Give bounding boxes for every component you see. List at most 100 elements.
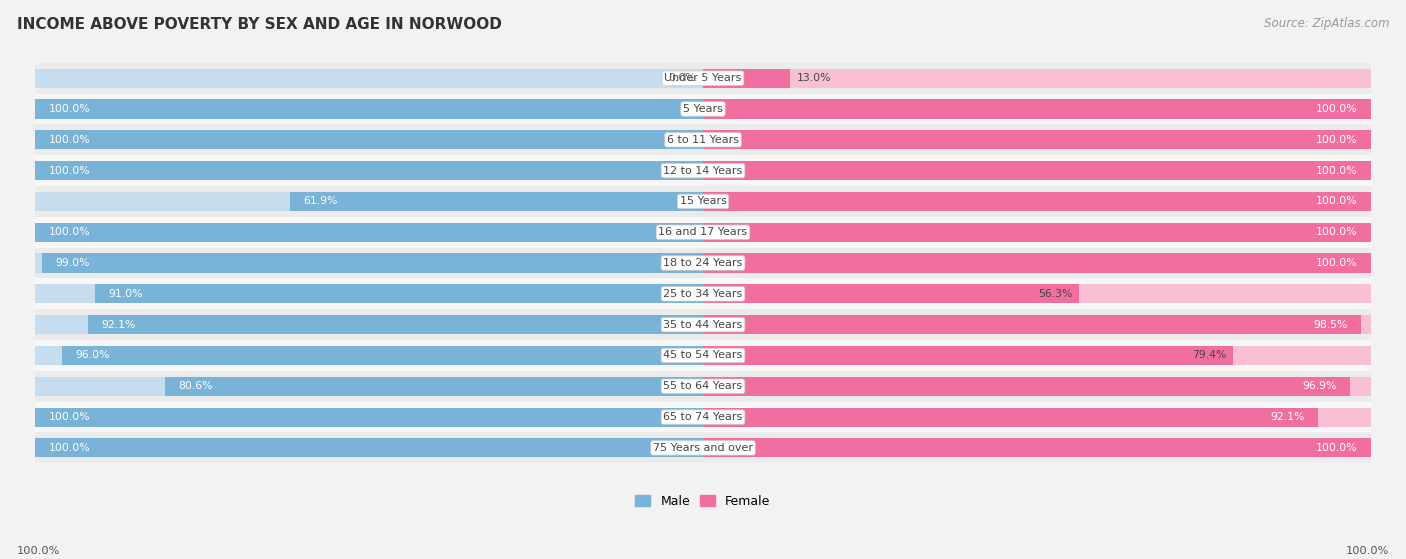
Bar [35, 69, 703, 88]
Bar [35, 309, 1371, 340]
Bar [35, 130, 703, 149]
Text: 25 to 34 Years: 25 to 34 Years [664, 289, 742, 299]
Text: 100.0%: 100.0% [1316, 443, 1358, 453]
Text: 100.0%: 100.0% [1316, 196, 1358, 206]
Bar [290, 192, 703, 211]
Bar [35, 408, 703, 427]
Text: 65 to 74 Years: 65 to 74 Years [664, 412, 742, 422]
Bar [703, 346, 1233, 365]
Text: 100.0%: 100.0% [48, 135, 90, 145]
Bar [703, 285, 1078, 304]
Bar [703, 285, 1371, 304]
Text: 6 to 11 Years: 6 to 11 Years [666, 135, 740, 145]
Bar [703, 130, 1371, 149]
Bar [87, 315, 703, 334]
Bar [35, 155, 1371, 186]
Bar [35, 285, 703, 304]
Bar [35, 438, 703, 457]
Bar [703, 222, 1371, 242]
Text: 35 to 44 Years: 35 to 44 Years [664, 320, 742, 330]
Bar [165, 377, 703, 396]
Bar [62, 346, 703, 365]
Text: 18 to 24 Years: 18 to 24 Years [664, 258, 742, 268]
Bar [35, 130, 703, 149]
Text: 91.0%: 91.0% [108, 289, 143, 299]
Text: 55 to 64 Years: 55 to 64 Years [664, 381, 742, 391]
Bar [35, 248, 1371, 278]
Bar [35, 100, 703, 119]
Text: 100.0%: 100.0% [48, 227, 90, 237]
Text: 92.1%: 92.1% [1271, 412, 1305, 422]
Text: 100.0%: 100.0% [48, 104, 90, 114]
Bar [703, 377, 1350, 396]
Bar [703, 253, 1371, 273]
Text: 100.0%: 100.0% [48, 412, 90, 422]
Bar [35, 433, 1371, 463]
Bar [703, 100, 1371, 119]
Bar [703, 438, 1371, 457]
Bar [703, 192, 1371, 211]
Text: 100.0%: 100.0% [1316, 258, 1358, 268]
Bar [703, 346, 1371, 365]
Legend: Male, Female: Male, Female [630, 490, 776, 513]
Bar [703, 100, 1371, 119]
Text: 100.0%: 100.0% [1346, 546, 1389, 556]
Text: 13.0%: 13.0% [797, 73, 831, 83]
Bar [35, 217, 1371, 248]
Bar [35, 161, 703, 180]
Text: 56.3%: 56.3% [1038, 289, 1073, 299]
Bar [703, 377, 1371, 396]
Bar [35, 63, 1371, 93]
Text: 80.6%: 80.6% [179, 381, 212, 391]
Bar [35, 222, 703, 242]
Text: 61.9%: 61.9% [302, 196, 337, 206]
Text: INCOME ABOVE POVERTY BY SEX AND AGE IN NORWOOD: INCOME ABOVE POVERTY BY SEX AND AGE IN N… [17, 17, 502, 32]
Text: 79.4%: 79.4% [1192, 350, 1226, 361]
Bar [35, 161, 703, 180]
Bar [35, 340, 1371, 371]
Bar [35, 125, 1371, 155]
Bar [703, 130, 1371, 149]
Bar [35, 402, 1371, 433]
Bar [703, 315, 1371, 334]
Text: 5 Years: 5 Years [683, 104, 723, 114]
Bar [35, 377, 703, 396]
Text: 99.0%: 99.0% [55, 258, 90, 268]
Bar [35, 408, 703, 427]
Text: 96.9%: 96.9% [1302, 381, 1337, 391]
Bar [35, 371, 1371, 402]
Text: 75 Years and over: 75 Years and over [652, 443, 754, 453]
Bar [35, 346, 703, 365]
Text: 0.0%: 0.0% [669, 73, 696, 83]
Bar [35, 192, 703, 211]
Text: 12 to 14 Years: 12 to 14 Years [664, 165, 742, 176]
Bar [703, 192, 1371, 211]
Text: 100.0%: 100.0% [17, 546, 60, 556]
Text: 92.1%: 92.1% [101, 320, 135, 330]
Text: 100.0%: 100.0% [1316, 104, 1358, 114]
Text: 100.0%: 100.0% [1316, 165, 1358, 176]
Text: 100.0%: 100.0% [1316, 135, 1358, 145]
Bar [35, 100, 703, 119]
Text: 100.0%: 100.0% [48, 165, 90, 176]
Text: 100.0%: 100.0% [48, 443, 90, 453]
Text: 96.0%: 96.0% [75, 350, 110, 361]
Bar [703, 438, 1371, 457]
Text: 15 Years: 15 Years [679, 196, 727, 206]
Bar [703, 161, 1371, 180]
Text: Under 5 Years: Under 5 Years [665, 73, 741, 83]
Bar [703, 253, 1371, 273]
Bar [703, 69, 1371, 88]
Bar [35, 93, 1371, 125]
Text: 16 and 17 Years: 16 and 17 Years [658, 227, 748, 237]
Bar [42, 253, 703, 273]
Text: 100.0%: 100.0% [1316, 227, 1358, 237]
Bar [35, 222, 703, 242]
Bar [35, 315, 703, 334]
Bar [35, 278, 1371, 309]
Text: 98.5%: 98.5% [1313, 320, 1347, 330]
Bar [703, 315, 1361, 334]
Bar [703, 161, 1371, 180]
Bar [703, 222, 1371, 242]
Bar [96, 285, 703, 304]
